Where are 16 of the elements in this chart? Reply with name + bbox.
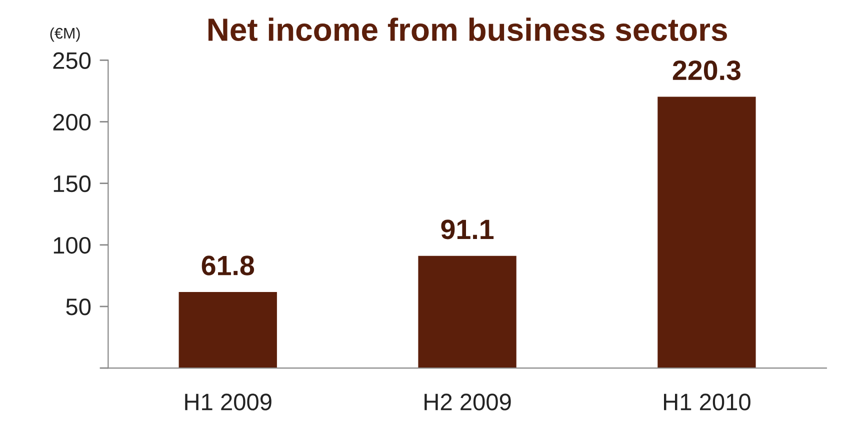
bar [658, 96, 756, 368]
chart-title: Net income from business sectors [208, 18, 727, 42]
data-label: 61.8 [202, 256, 254, 276]
y-tick-label: 150 [54, 175, 91, 192]
y-axis-title: (€M) [50, 27, 80, 42]
bar [418, 256, 516, 368]
x-tick-label: H1 2010 [664, 394, 750, 410]
data-label: 91.1 [441, 220, 494, 240]
bar [178, 292, 277, 368]
y-tick-label: 250 [53, 52, 91, 69]
x-tick-label: H2 2009 [424, 394, 511, 410]
y-tick-label: 200 [53, 114, 91, 131]
data-label: 220.3 [672, 60, 740, 80]
x-tick-label: H1 2009 [185, 394, 272, 410]
y-tick-label: 100 [54, 236, 91, 254]
y-tick-label: 50 [66, 298, 91, 316]
